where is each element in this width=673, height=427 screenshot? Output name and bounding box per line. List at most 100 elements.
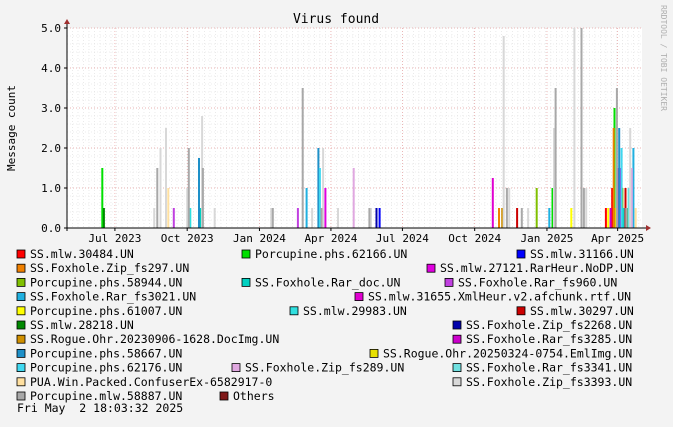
legend-swatch bbox=[219, 391, 229, 401]
legend-label: Porcupine.phs.62166.UN bbox=[255, 247, 407, 261]
bar bbox=[352, 168, 355, 228]
legend-label: SS.Foxhole.Rar_fs3341.UN bbox=[466, 361, 632, 375]
y-tick-label: 3.0 bbox=[41, 102, 61, 115]
bar bbox=[622, 208, 625, 228]
bar bbox=[634, 208, 637, 228]
legend-swatch bbox=[231, 363, 241, 373]
legend-label: SS.Foxhole.Rar_fs3021.UN bbox=[30, 290, 196, 304]
bar bbox=[554, 88, 557, 228]
legend-label: Porcupine.phs.58944.UN bbox=[30, 275, 182, 289]
bar bbox=[368, 208, 371, 228]
footer-timestamp: Fri May 2 18:03:32 2025 bbox=[17, 401, 183, 415]
y-tick-label: 1.0 bbox=[41, 182, 61, 195]
legend-swatch bbox=[516, 306, 526, 316]
legend-swatch bbox=[241, 277, 251, 287]
legend-swatch bbox=[16, 348, 26, 358]
legend-label: Others bbox=[233, 389, 275, 403]
bar bbox=[620, 148, 623, 228]
bar bbox=[629, 128, 632, 228]
legend-swatch bbox=[369, 348, 379, 358]
legend-swatch bbox=[241, 249, 251, 259]
bar bbox=[102, 208, 105, 228]
bar bbox=[378, 208, 381, 228]
legend-label: SS.Rogue.Ohr.20230906-1628.DocImg.UN bbox=[30, 332, 279, 346]
legend-label: SS.Foxhole.Rar_fs960.UN bbox=[458, 275, 617, 289]
bar bbox=[627, 188, 630, 228]
legend-label: SS.Foxhole.Zip_fs289.UN bbox=[245, 361, 404, 375]
legend-swatch bbox=[452, 334, 462, 344]
minor-grid bbox=[66, 28, 642, 228]
legend-label: SS.Foxhole.Rar_fs3285.UN bbox=[466, 332, 632, 346]
x-tick-label: Oct 2024 bbox=[448, 232, 501, 245]
bar bbox=[198, 158, 200, 228]
bar bbox=[520, 208, 523, 228]
y-tick-labels: 0.0 1.0 2.0 3.0 4.0 5.0 bbox=[41, 22, 67, 235]
bar bbox=[311, 208, 314, 228]
legend-swatch bbox=[354, 292, 364, 302]
rrdtool-watermark: RRDTOOL / TOBI OETIKER bbox=[659, 5, 668, 111]
legend-label: SS.Foxhole.Zip_fs3393.UN bbox=[466, 375, 632, 389]
chart-bars bbox=[101, 28, 637, 228]
chart-title: Virus found bbox=[293, 12, 379, 27]
bar bbox=[213, 208, 216, 228]
legend-label: Porcupine.mlw.58887.UN bbox=[30, 389, 182, 403]
bar bbox=[615, 88, 618, 228]
bar bbox=[337, 208, 339, 228]
legend-swatch bbox=[16, 377, 26, 387]
legend-swatch bbox=[444, 277, 454, 287]
bar bbox=[618, 128, 621, 228]
y-axis-label: Message count bbox=[5, 85, 18, 171]
legend-label: SS.Foxhole.Zip_fs297.UN bbox=[30, 261, 189, 275]
legend-label: PUA.Win.Packed.ConfuserEx-6582917-0 bbox=[30, 375, 272, 389]
bar bbox=[609, 208, 612, 228]
legend-label: Porcupine.phs.58667.UN bbox=[30, 346, 182, 360]
bar bbox=[375, 208, 378, 228]
bar bbox=[156, 168, 159, 228]
bar bbox=[317, 148, 320, 228]
bar bbox=[167, 188, 170, 228]
bar bbox=[270, 208, 273, 228]
bar bbox=[320, 208, 323, 228]
bar bbox=[611, 188, 614, 228]
y-tick-label: 5.0 bbox=[41, 22, 61, 35]
bar bbox=[570, 208, 573, 228]
legend-swatch bbox=[16, 277, 26, 287]
bar bbox=[305, 188, 308, 228]
x-axis-arrow bbox=[646, 225, 651, 231]
y-axis-arrow bbox=[64, 19, 70, 24]
legend: SS.mlw.30484.UN Porcupine.phs.62166.UN SS.… bbox=[16, 247, 634, 403]
bar bbox=[491, 178, 494, 228]
bar bbox=[199, 208, 202, 228]
legend-swatch bbox=[16, 391, 26, 401]
legend-label: SS.mlw.31655.XmlHeur.v2.afchunk.rtf.UN bbox=[368, 290, 631, 304]
legend-label: SS.mlw.28218.UN bbox=[30, 318, 134, 332]
legend-swatch bbox=[516, 249, 526, 259]
x-tick-label: Oct 2023 bbox=[161, 232, 214, 245]
bar bbox=[625, 208, 628, 228]
legend-label: SS.mlw.29983.UN bbox=[303, 304, 407, 318]
bar bbox=[318, 168, 321, 228]
bar bbox=[612, 128, 615, 228]
legend-swatch bbox=[289, 306, 299, 316]
bar bbox=[271, 208, 274, 228]
bar bbox=[498, 208, 500, 228]
bar bbox=[165, 128, 167, 228]
bar bbox=[516, 208, 519, 228]
legend-swatch bbox=[16, 306, 26, 316]
bar bbox=[296, 208, 299, 228]
bar bbox=[508, 188, 511, 228]
x-tick-labels: Jul 2023 Oct 2023 Jan 2024 Apr 2024 Jul 2024… bbox=[88, 228, 644, 245]
y-tick-label: 4.0 bbox=[41, 62, 61, 75]
x-tick-label: Apr 2024 bbox=[304, 232, 357, 245]
legend-label: SS.Rogue.Ohr.20250324-0754.EmlImg.UN bbox=[383, 346, 632, 360]
bar bbox=[502, 36, 505, 228]
bar bbox=[201, 168, 204, 228]
bar bbox=[580, 28, 583, 228]
legend-swatch bbox=[452, 363, 462, 373]
x-tick-label: Jan 2024 bbox=[233, 232, 286, 245]
legend-swatch bbox=[426, 263, 436, 273]
bar bbox=[607, 208, 610, 228]
y-tick-label: 2.0 bbox=[41, 142, 61, 155]
bar bbox=[604, 208, 607, 228]
bar bbox=[505, 188, 508, 228]
